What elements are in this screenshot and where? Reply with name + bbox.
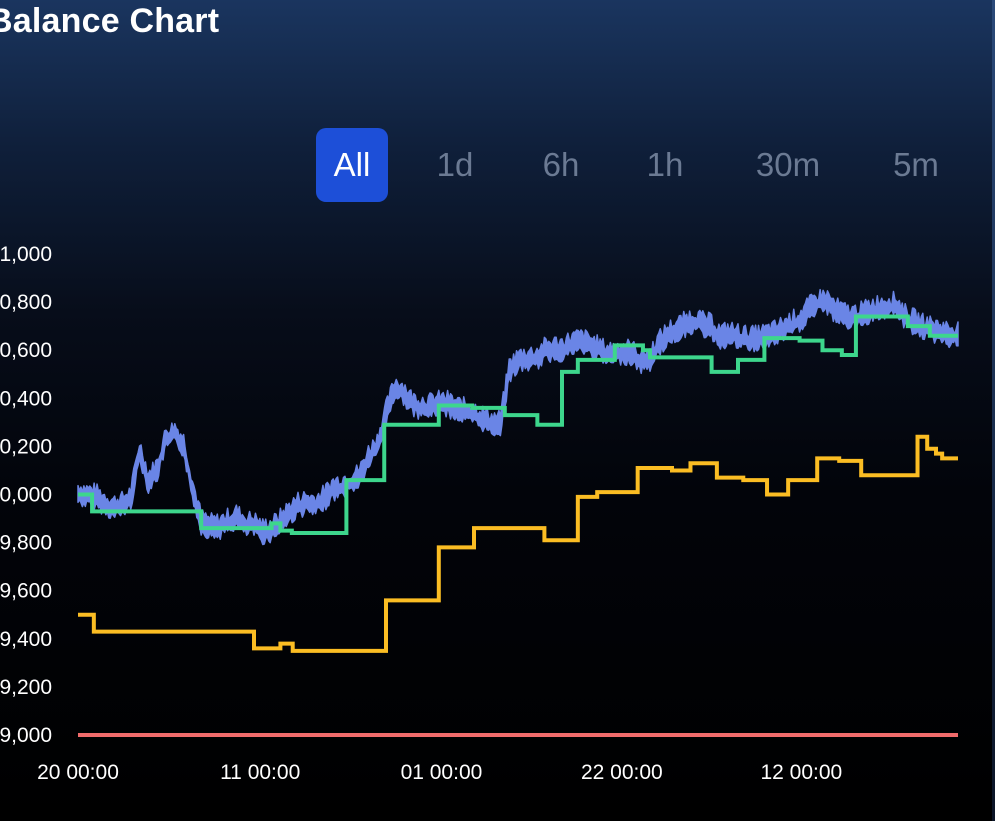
chart-series	[77, 288, 959, 737]
y-tick-label: 20,200	[0, 435, 52, 458]
x-tick-label: 11 00:00	[220, 761, 300, 784]
y-tick-label: 19,000	[0, 724, 52, 747]
y-axis: 21,000 20,800 20,600 20,400 20,200 20,000 19,8…	[0, 243, 52, 747]
x-axis: 20 00:00 11 00:00 01 00:00 22 00:00 12 00:00	[37, 761, 842, 784]
tab-5m[interactable]: 5m	[893, 146, 939, 183]
y-tick-label: 20,800	[0, 291, 52, 314]
y-tick-label: 19,200	[0, 676, 52, 699]
tab-6h[interactable]: 6h	[542, 146, 580, 183]
y-tick-label: 19,400	[0, 628, 52, 651]
panel-edge	[992, 0, 995, 821]
y-tick-label: 19,800	[0, 532, 52, 555]
tab-all[interactable]: All	[316, 128, 388, 202]
tab-1d[interactable]: 1d	[436, 146, 474, 183]
y-tick-label: 20,000	[0, 484, 52, 507]
x-tick-label: 12 00:00	[760, 761, 842, 784]
chart-title: Balance Chart	[0, 2, 220, 40]
tab-30m[interactable]: 30m	[755, 146, 821, 183]
x-tick-label: 20 00:00	[37, 761, 119, 784]
x-tick-label: 01 00:00	[401, 761, 483, 784]
tab-1h[interactable]: 1h	[646, 146, 684, 183]
y-tick-label: 20,400	[0, 387, 52, 410]
series-balance-step	[78, 314, 958, 535]
x-tick-label: 22 00:00	[581, 761, 663, 784]
y-tick-label: 19,600	[0, 580, 52, 603]
series-secondary	[78, 434, 958, 653]
y-tick-label: 20,600	[0, 339, 52, 362]
y-tick-label: 21,000	[0, 243, 52, 266]
